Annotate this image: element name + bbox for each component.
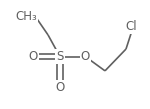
Text: CH₃: CH₃ [15, 10, 37, 23]
Text: O: O [28, 50, 38, 63]
Text: O: O [81, 50, 90, 63]
Text: O: O [55, 81, 65, 94]
Text: S: S [56, 50, 64, 63]
Text: Cl: Cl [125, 20, 137, 33]
